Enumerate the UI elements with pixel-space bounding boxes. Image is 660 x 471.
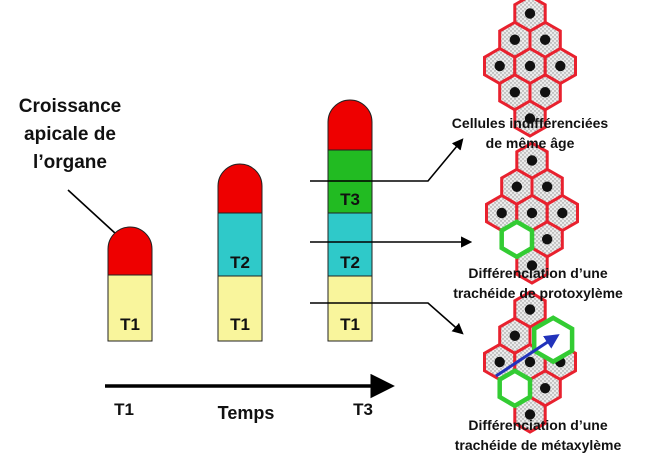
segment-t2-col3 xyxy=(327,212,373,277)
connector-arrow-t1 xyxy=(310,302,464,335)
cluster1-cell-8-nucleus xyxy=(524,113,536,124)
column-1: T1 xyxy=(107,226,153,342)
cluster3-cell-8-nucleus xyxy=(524,409,536,420)
cluster1-cell-2-nucleus xyxy=(539,34,551,45)
cluster1-cell-3-nucleus xyxy=(494,60,505,72)
cluster1-cell-6-nucleus xyxy=(509,87,521,98)
cluster1-cell-1-nucleus xyxy=(509,34,521,45)
segment-t1-col3 xyxy=(327,275,373,342)
cell-clusters xyxy=(483,0,579,434)
column-3: T3 T2 T1 xyxy=(327,99,373,342)
cluster1-cell-7-nucleus xyxy=(539,87,551,98)
cluster2-cell-2-nucleus xyxy=(541,181,553,192)
column-2: T2 T1 xyxy=(217,163,263,342)
time-axis-end-label: T3 xyxy=(353,400,373,419)
time-axis-start-label: T1 xyxy=(114,400,134,419)
cluster2-protoxylem-tracheid xyxy=(499,219,535,260)
apex-cap-1 xyxy=(107,226,153,276)
cluster1-caption-line2: de même âge xyxy=(486,135,575,151)
segment-t1-col1-label: T1 xyxy=(120,315,140,334)
segment-t1-col2-label: T1 xyxy=(230,315,250,334)
cluster3-cell-4-nucleus xyxy=(524,356,536,368)
cluster2-cell-3-nucleus xyxy=(496,207,507,219)
connector-arrow-t3 xyxy=(310,138,464,182)
label-croissance-line1: Croissance xyxy=(19,96,121,117)
cluster2-cell-1-nucleus xyxy=(511,181,523,192)
cluster2-cell-8-nucleus xyxy=(526,260,538,271)
cluster2-cell-7-nucleus xyxy=(541,234,553,245)
cluster3-cell-7-nucleus xyxy=(539,383,551,394)
apex-cap-2 xyxy=(217,163,263,214)
apex-cap-3 xyxy=(327,99,373,151)
time-axis-title: Temps xyxy=(218,403,275,423)
segment-t1-col2 xyxy=(217,275,263,342)
cluster3-protoxylem-tracheid xyxy=(497,368,533,409)
cluster1-cell-4-nucleus xyxy=(524,60,536,72)
label-croissance-line3: l’organe xyxy=(33,152,107,173)
cluster2-cell-5-nucleus xyxy=(557,207,568,219)
cluster2-caption-line1: Différenciation d’une xyxy=(468,265,607,281)
segment-t1-col1 xyxy=(107,274,153,342)
segment-t3-col3-label: T3 xyxy=(340,190,360,209)
cluster3-cell-1-nucleus xyxy=(509,330,521,341)
cluster3-caption-line2: trachéide de métaxylème xyxy=(455,437,622,453)
cluster1-cell-5-nucleus xyxy=(555,60,566,72)
cluster3-caption-line1: Différenciation d’une xyxy=(468,417,607,433)
cluster3-cell-9-nucleus xyxy=(524,304,536,315)
metaxylem-growth-arrow xyxy=(495,334,560,378)
cluster2-cell-9-nucleus xyxy=(526,155,538,166)
cluster1-caption-line1: Cellules indifférenciées xyxy=(452,115,609,131)
segment-t2-col2 xyxy=(217,212,263,277)
cluster2-cell-4-nucleus xyxy=(526,207,538,219)
segment-t1-col3-label: T1 xyxy=(340,315,360,334)
cluster3-cell-3-nucleus xyxy=(494,356,505,368)
cluster2-caption-line2: trachéide de protoxylème xyxy=(453,285,623,301)
segment-t2-col2-label: T2 xyxy=(230,253,250,272)
cluster1-cell-9-nucleus xyxy=(524,8,536,19)
segment-t2-col3-label: T2 xyxy=(340,253,360,272)
label-croissance-line2: apicale de xyxy=(24,124,116,145)
